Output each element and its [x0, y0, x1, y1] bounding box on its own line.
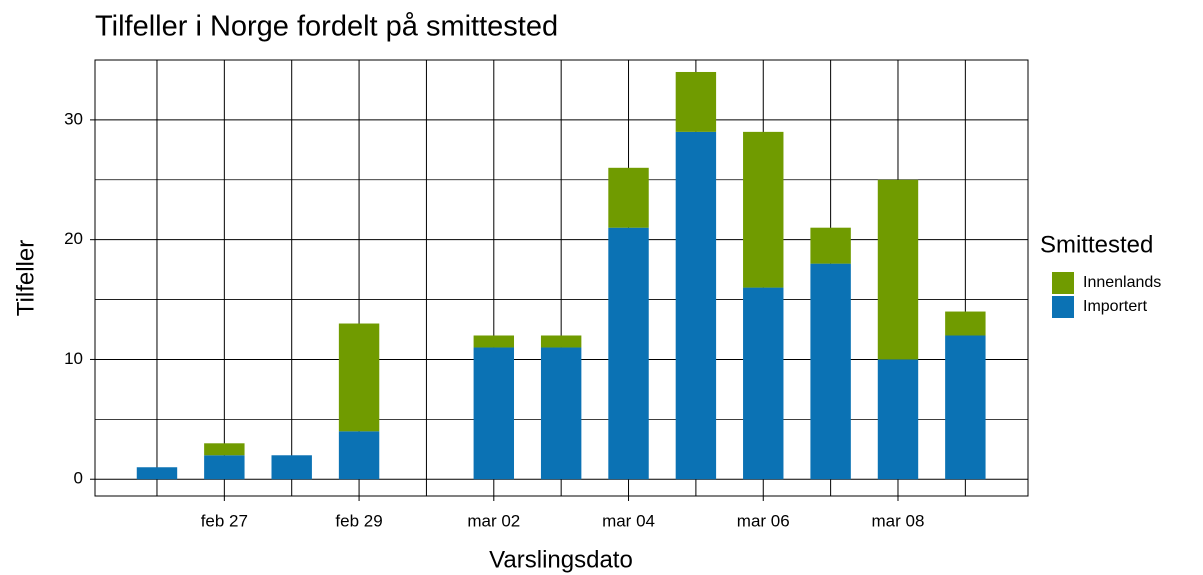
bar-segment: [945, 335, 986, 480]
bar-segment: [877, 179, 919, 360]
x-axis-label: Varslingsdato: [489, 546, 633, 573]
chart-title: Tilfeller i Norge fordelt på smittested: [95, 11, 558, 43]
bar-segment: [338, 431, 380, 480]
bar-segment: [743, 287, 784, 480]
bar-segment: [810, 227, 851, 264]
x-tick-label: feb 27: [201, 511, 248, 530]
y-tick-label: 20: [64, 229, 83, 248]
bar-segment: [675, 71, 717, 132]
bar-segment: [338, 323, 380, 432]
bar-segment: [945, 311, 986, 336]
bar-segment: [675, 131, 717, 480]
bar-segment: [877, 359, 919, 480]
bar-segment: [136, 467, 178, 480]
bar-segment: [810, 263, 851, 480]
bar-segment: [473, 347, 515, 480]
bar-segment: [743, 131, 784, 288]
y-tick-label: 30: [64, 109, 83, 128]
bar-segment: [271, 455, 312, 480]
legend-title: Smittested: [1040, 231, 1153, 258]
bar-segment: [608, 167, 649, 228]
legend-swatch: [1052, 272, 1074, 294]
bar-segment: [540, 335, 582, 348]
legend-swatch: [1052, 296, 1074, 318]
legend-label: Innenlands: [1083, 274, 1161, 291]
x-tick-label: mar 02: [467, 511, 520, 530]
bar-segment: [204, 443, 245, 456]
y-tick-label: 0: [74, 469, 83, 488]
legend-label: Importert: [1083, 298, 1148, 315]
x-tick-label: mar 06: [737, 511, 790, 530]
bar-segment: [473, 335, 515, 348]
bar-segment: [204, 455, 245, 480]
x-tick-label: mar 04: [602, 511, 655, 530]
bar-segment: [608, 227, 649, 480]
bar-segment: [540, 347, 582, 480]
y-axis-label: Tilfeller: [12, 240, 39, 316]
y-tick-label: 10: [64, 349, 83, 368]
x-tick-label: mar 08: [872, 511, 925, 530]
panel-border: [94, 59, 1029, 497]
x-tick-label: feb 29: [335, 511, 382, 530]
